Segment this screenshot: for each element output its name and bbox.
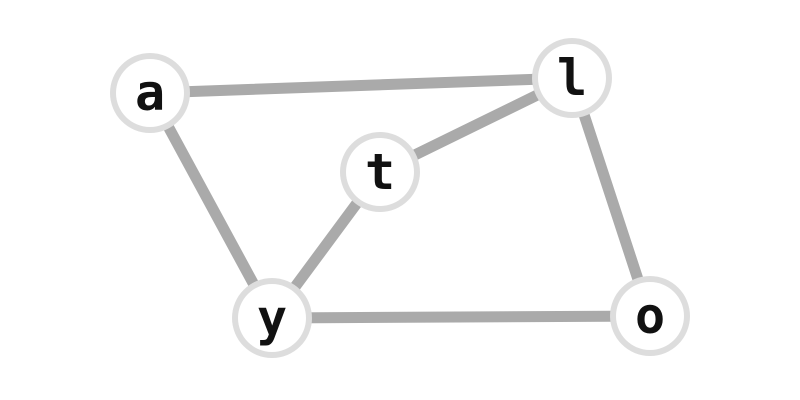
edge-l-o: [566, 72, 656, 322]
nodes-layer: a l t y o: [110, 38, 690, 358]
node-label: a: [135, 64, 165, 122]
node-o: o: [610, 276, 690, 356]
node-l: l: [532, 38, 612, 118]
node-label: l: [557, 49, 587, 107]
node-y: y: [232, 278, 312, 358]
node-a: a: [110, 53, 190, 133]
node-circle: [238, 284, 306, 352]
node-circle: [116, 59, 184, 127]
edge-a-y: [144, 87, 278, 324]
node-label: o: [635, 287, 665, 345]
node-circle: [346, 138, 414, 206]
node-circle: [616, 282, 684, 350]
node-label: y: [257, 289, 287, 347]
node-t: t: [340, 132, 420, 212]
node-circle: [538, 44, 606, 112]
edge-a-l: [144, 72, 578, 99]
node-label: t: [365, 143, 395, 201]
edge-y-o: [266, 310, 656, 324]
